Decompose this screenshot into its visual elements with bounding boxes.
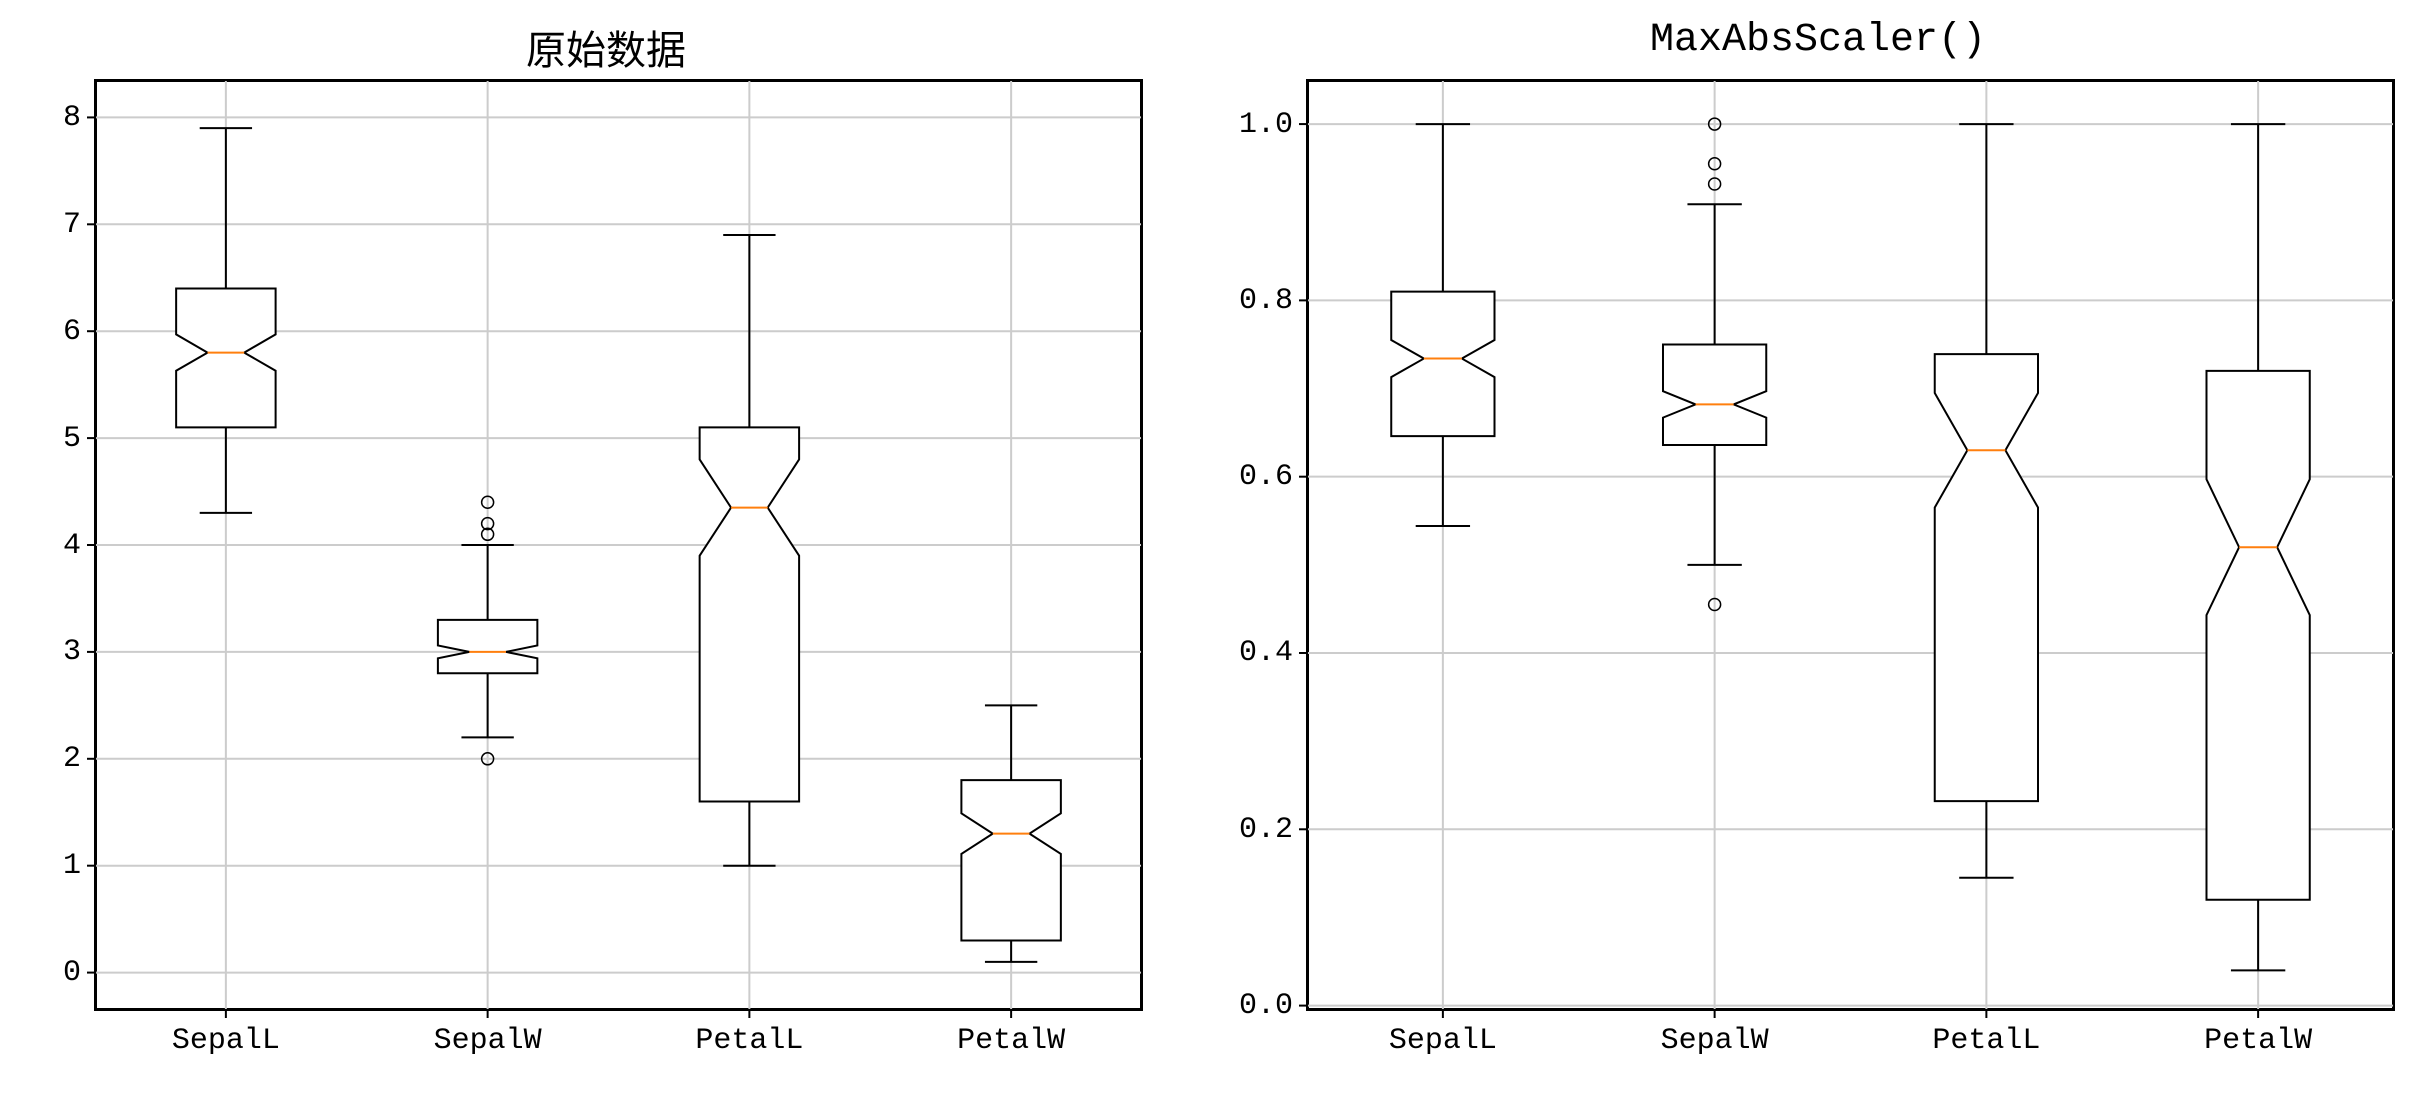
plot-svg: [1212, 0, 2424, 1112]
ytick-label: 0.4: [1239, 636, 1293, 670]
xtick-label: PetalL: [1906, 1024, 2066, 1058]
box-PetalL: [700, 427, 799, 801]
ytick-label: 1.0: [1239, 108, 1293, 142]
box-SepalW: [1663, 344, 1766, 444]
box-PetalW: [2206, 371, 2309, 900]
xtick-label: SepalL: [1363, 1024, 1523, 1058]
subplot-0: 原始数据012345678SepalLSepalWPetalLPetalW: [0, 0, 1212, 1112]
xtick-label: PetalL: [669, 1024, 829, 1058]
ytick-label: 3: [63, 635, 81, 669]
xtick-label: PetalW: [931, 1024, 1091, 1058]
ytick-label: 4: [63, 529, 81, 563]
ytick-label: 0: [63, 956, 81, 990]
box-PetalW: [961, 780, 1060, 940]
box-SepalL: [176, 288, 275, 427]
box-SepalW: [438, 620, 537, 673]
xtick-label: SepalW: [1635, 1024, 1795, 1058]
ytick-label: 7: [63, 208, 81, 242]
figure: 原始数据012345678SepalLSepalWPetalLPetalWMax…: [0, 0, 2424, 1112]
ytick-label: 0.8: [1239, 284, 1293, 318]
box-PetalL: [1935, 354, 2038, 801]
subplot-1: MaxAbsScaler()0.00.20.40.60.81.0SepalLSe…: [1212, 0, 2424, 1112]
xtick-label: SepalL: [146, 1024, 306, 1058]
ytick-label: 0.2: [1239, 813, 1293, 847]
ytick-label: 6: [63, 315, 81, 349]
ytick-label: 5: [63, 422, 81, 456]
ytick-label: 0.6: [1239, 460, 1293, 494]
plot-svg: [0, 0, 1212, 1112]
box-SepalL: [1391, 292, 1494, 437]
xtick-label: SepalW: [408, 1024, 568, 1058]
ytick-label: 2: [63, 742, 81, 776]
xtick-label: PetalW: [2178, 1024, 2338, 1058]
ytick-label: 1: [63, 849, 81, 883]
ytick-label: 0.0: [1239, 989, 1293, 1023]
ytick-label: 8: [63, 101, 81, 135]
